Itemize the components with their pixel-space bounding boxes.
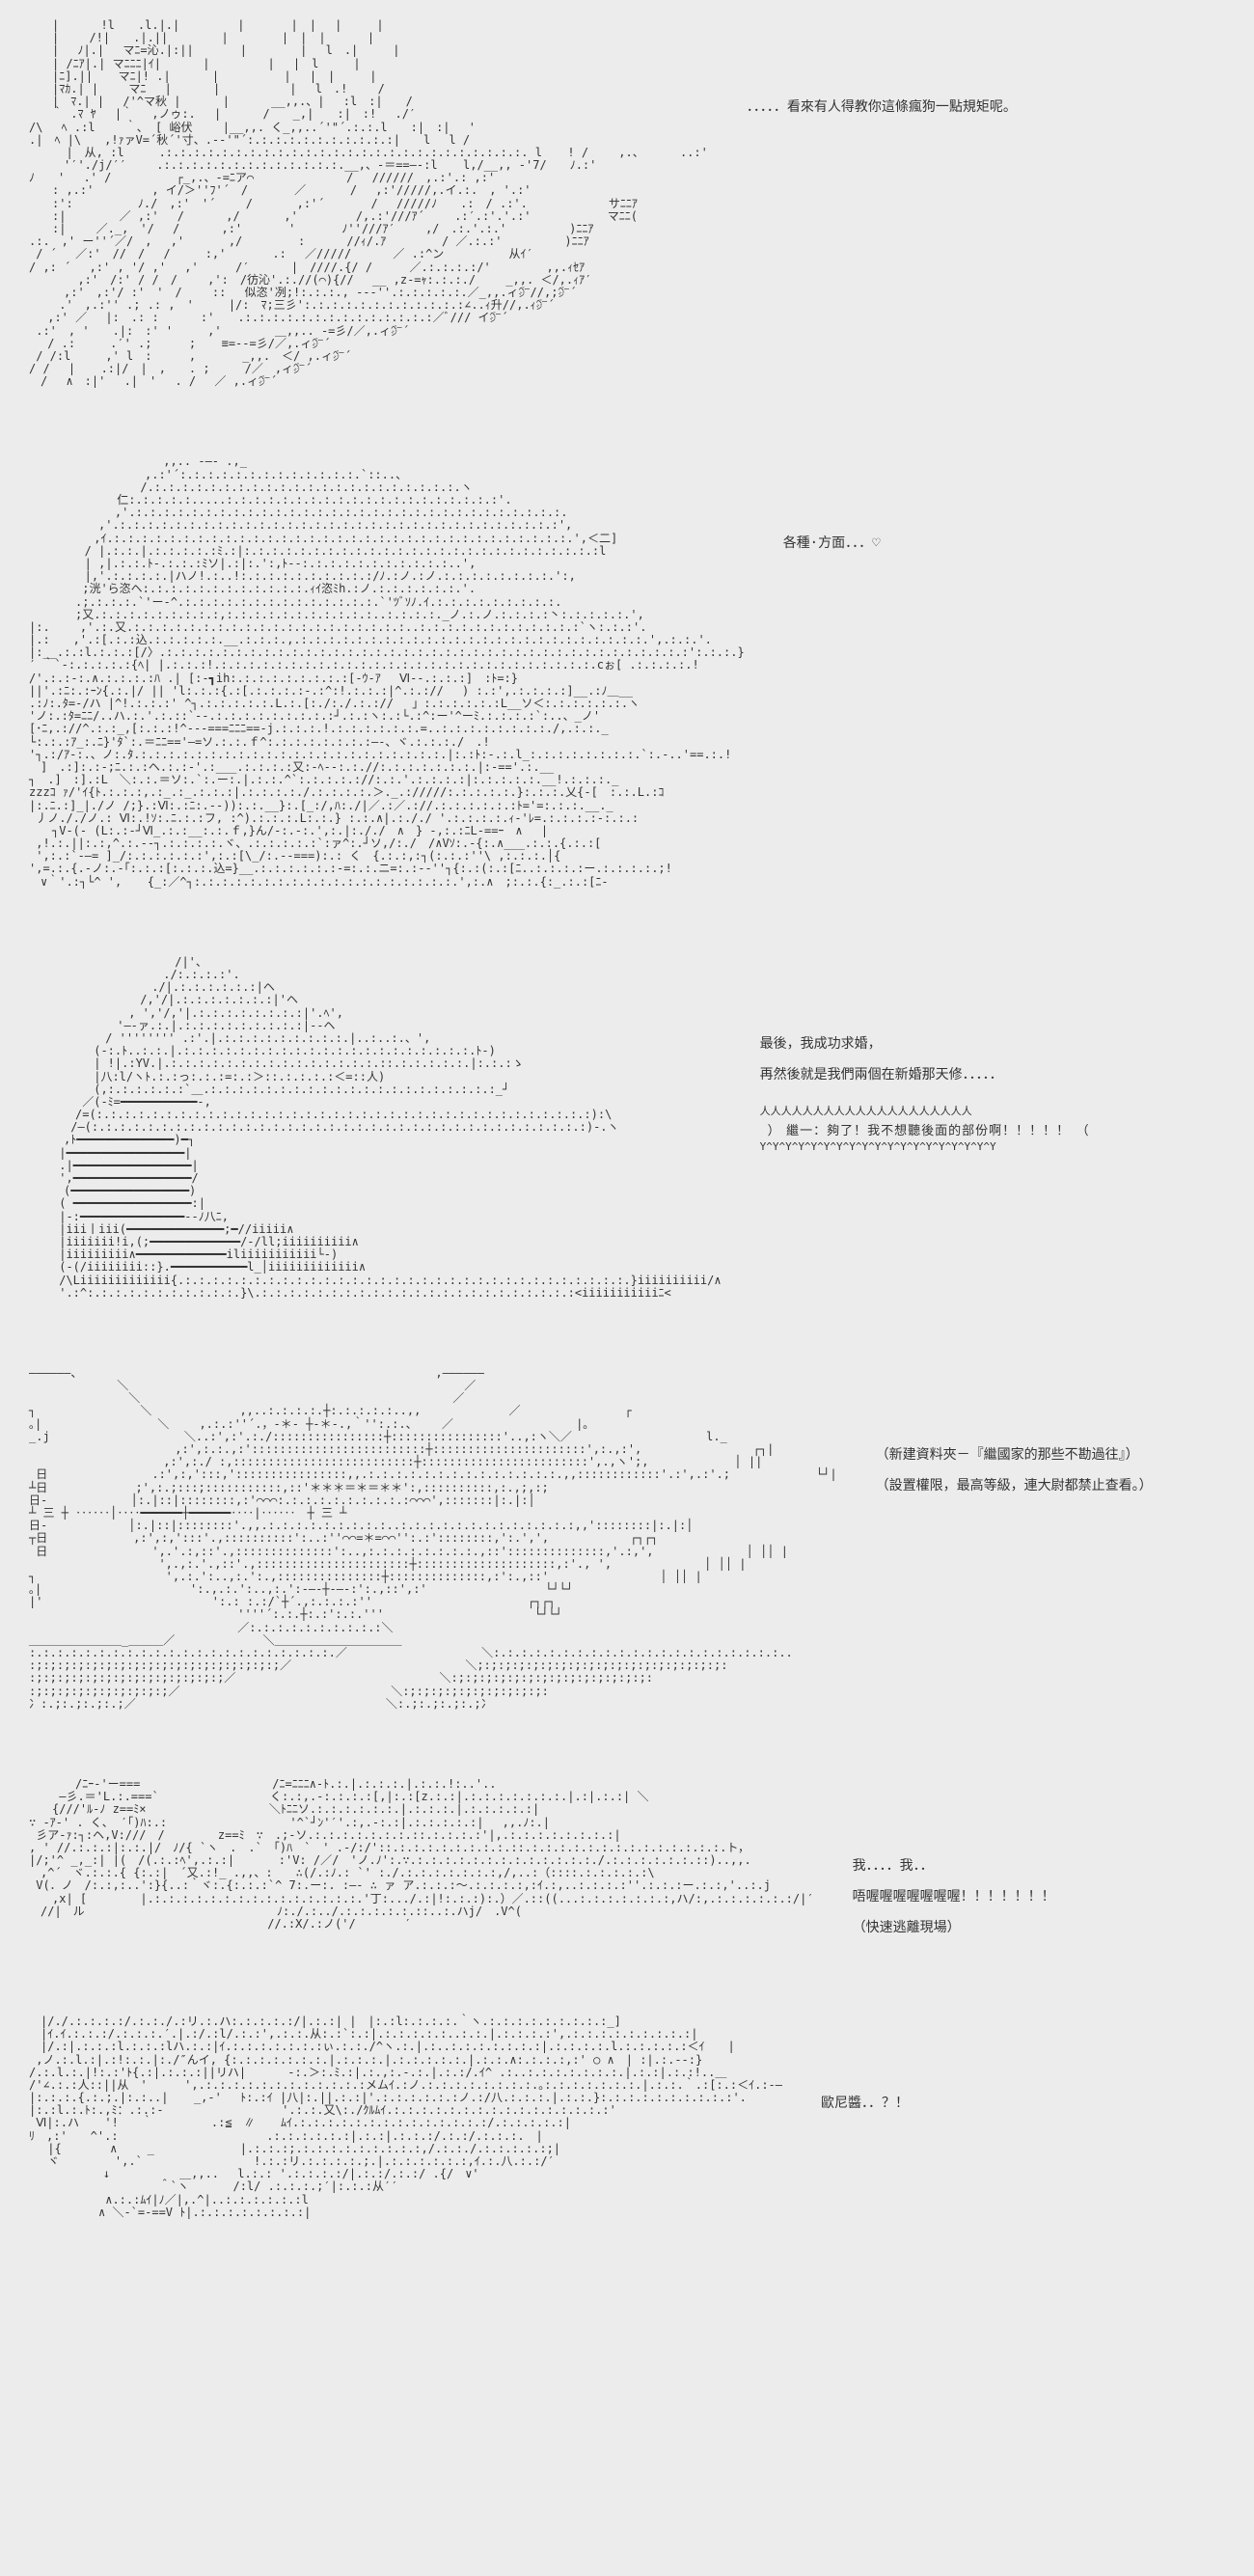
dialogue-block-6: 歐尼醬．．？！ bbox=[782, 2015, 909, 2124]
ascii-art-4: ――――――、 ,―――――― ＼ ／ ＼ ／ ┐ ＼ ,,..:.:.:.:.… bbox=[29, 1367, 837, 1711]
dialogue-block-1: ．．．．．看來有人得教你這條瘋狗一點規矩呢。 bbox=[708, 19, 1017, 127]
dialogue-block-5: 我．．．．我．． 唔喔喔喔喔喔喔喔！！！！！！！ （快速逃離現場） bbox=[814, 1778, 1055, 1948]
dialogue-block-2: 各種·方面．．．♡ bbox=[745, 455, 881, 563]
panel-1: | !l .l.|.| | | | | | | /!| .|.|| | | | … bbox=[0, 0, 1254, 407]
panel-2: ,,.. -―- .,_ ,.:'´:.:.:.:.:.:.:.:.:.:.:.… bbox=[0, 436, 1254, 907]
bubble-bottom-decor: Y^Y^Y^Y^Y^Y^Y^Y^Y^Y^Y^Y^Y^Y^Y^Y^Y^Y^Y bbox=[760, 1140, 1097, 1153]
dialogue-line: （快速逃離現場） bbox=[853, 1917, 1055, 1936]
dialogue-line: 我．．．．我．． bbox=[853, 1855, 1055, 1875]
dialogue-line: 最後，我成功求婚， bbox=[760, 1033, 1097, 1053]
dialogue-line: （新建資料夾－『繼國家的那些不勘過往』） bbox=[876, 1444, 1153, 1464]
dialogue-line: 唔喔喔喔喔喔喔喔！！！！！！！ bbox=[853, 1886, 1055, 1905]
ascii-art-1: | !l .l.|.| | | | | | | /!| .|.|| | | | … bbox=[29, 19, 708, 388]
ascii-art-5: /ﾆｰ‐'ー=== /ﾆ=ﾆﾆﾆ∧‐ﾄ.:.|.:.:.:.|.:.:.!:..… bbox=[29, 1778, 814, 1931]
dialogue-line: 各種·方面．．．♡ bbox=[783, 533, 881, 552]
speech-bubble: 人人人人人人人人人人人人人人人人人人人人 ） 繼一：夠了！我不想聽後面的部份啊！… bbox=[760, 1103, 1097, 1153]
bubble-top-decor: 人人人人人人人人人人人人人人人人人人人人 bbox=[760, 1103, 1097, 1118]
dialogue-line: ．．．．．看來有人得教你這條瘋狗一點規矩呢。 bbox=[747, 96, 1017, 116]
panel-6: |/./.:.:.:.:/.:.:./.:リ.:.ハ:.:.:.:.:/|.:.… bbox=[0, 1996, 1254, 2238]
dialogue-line: 歐尼醬．．？！ bbox=[821, 2093, 909, 2112]
dialogue-block-3: 最後，我成功求婚， 再然後就是我們兩個在新婚那天修．．．．． 人人人人人人人人人… bbox=[722, 956, 1097, 1153]
bubble-text: ） 繼一：夠了！我不想聽後面的部份啊！！！！！ （ bbox=[760, 1118, 1097, 1140]
ascii-art-2: ,,.. -―- .,_ ,.:'´:.:.:.:.:.:.:.:.:.:.:.… bbox=[29, 455, 745, 888]
panel-5: /ﾆｰ‐'ー=== /ﾆ=ﾆﾆﾆ∧‐ﾄ.:.|.:.:.:.|.:.:.!:..… bbox=[0, 1759, 1254, 1967]
dialogue-line: 再然後就是我們兩個在新婚那天修．．．．． bbox=[760, 1064, 1097, 1083]
panel-4: ――――――、 ,―――――― ＼ ／ ＼ ／ ┐ ＼ ,,..:.:.:.:.… bbox=[0, 1348, 1254, 1730]
dialogue-line: （設置權限，最高等級，連大尉都禁止查看。） bbox=[876, 1475, 1153, 1494]
dialogue-block-4: （新建資料夾－『繼國家的那些不勘過往』） （設置權限，最高等級，連大尉都禁止查看… bbox=[837, 1367, 1153, 1506]
ascii-art-6: |/./.:.:.:.:/.:.:./.:リ.:.ハ:.:.:.:.:/|.:.… bbox=[29, 2015, 782, 2219]
panel-3: /|'、 ./:.:.:.:'. ./|.:.:.:.:.:.:|ヘ /,'/|… bbox=[0, 937, 1254, 1319]
ascii-art-3: /|'、 ./:.:.:.:'. ./|.:.:.:.:.:.:|ヘ /,'/|… bbox=[29, 956, 722, 1300]
